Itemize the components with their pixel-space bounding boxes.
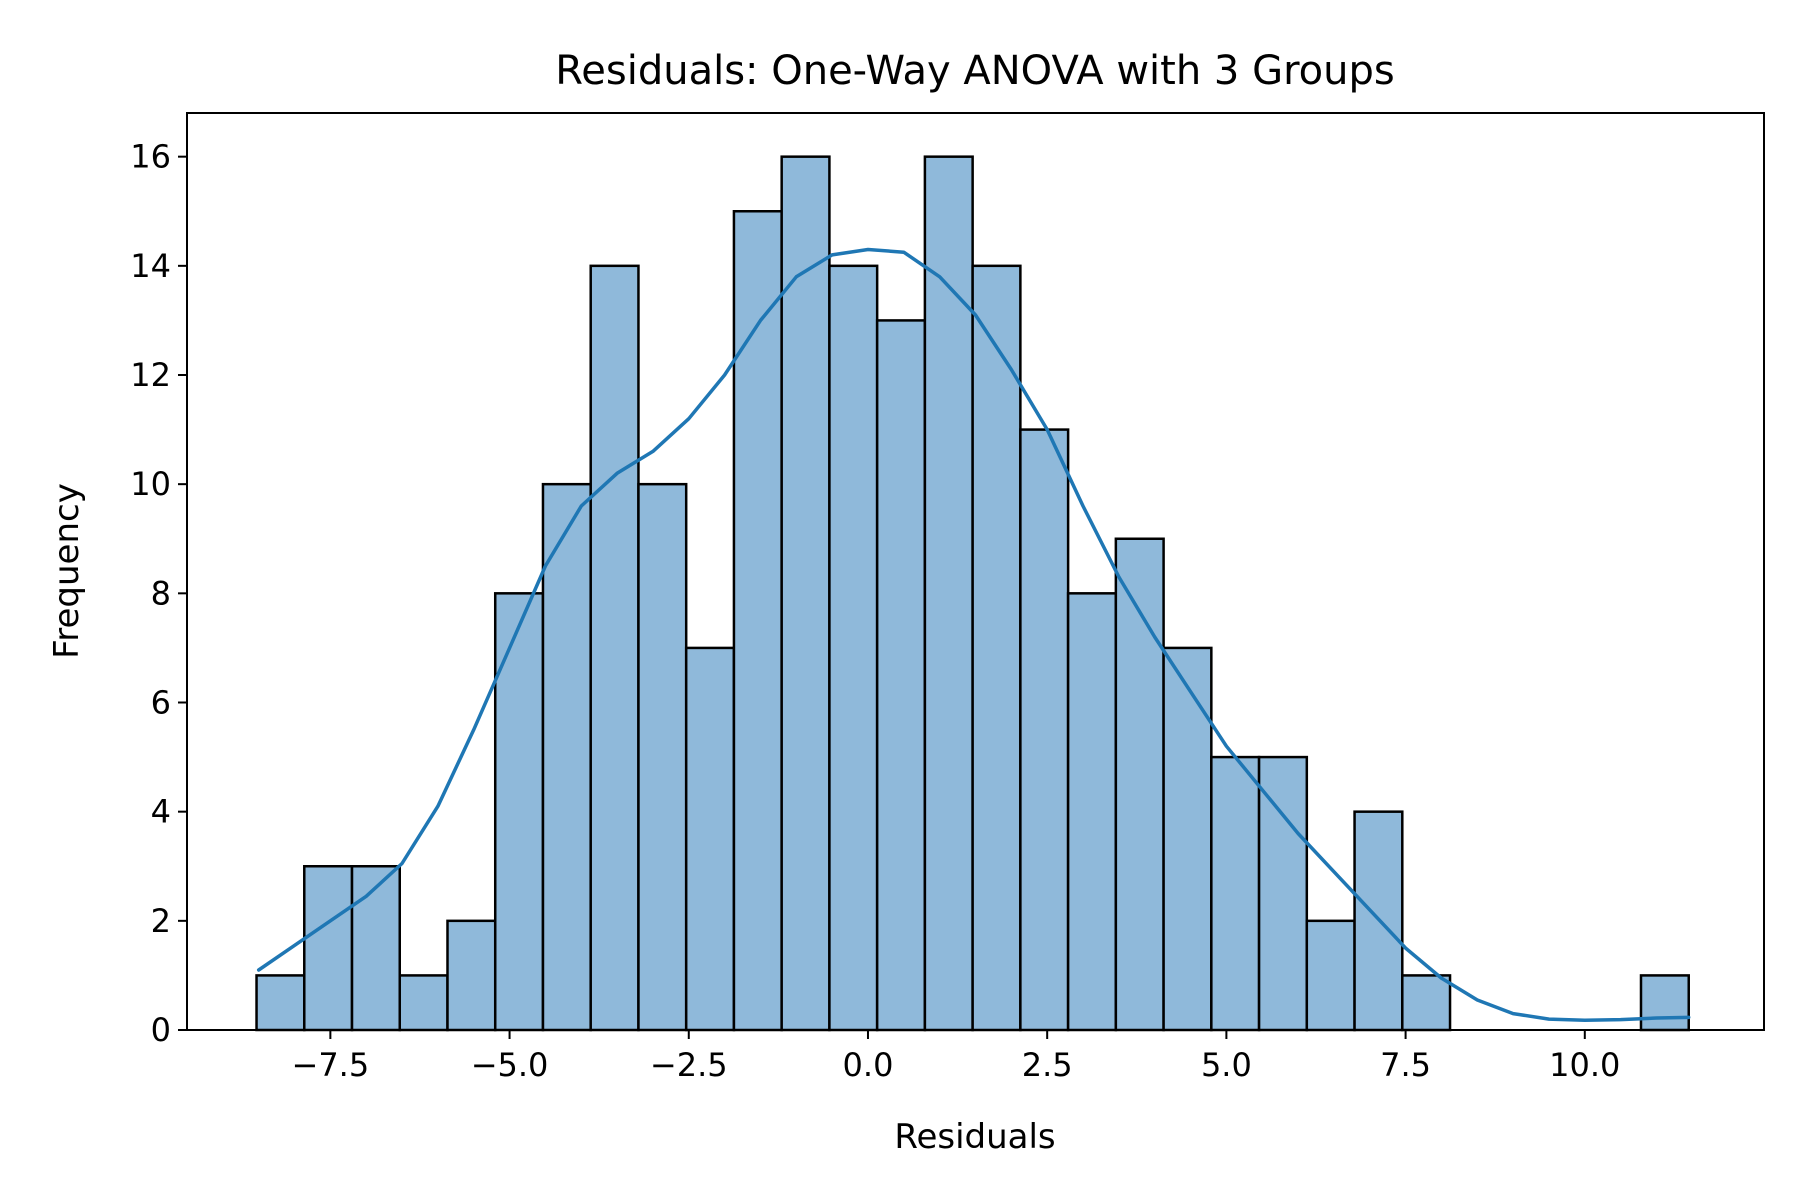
x-tick-label: 5.0 bbox=[1201, 1046, 1252, 1084]
histogram-bar bbox=[637, 482, 688, 1032]
y-tick-label: 8 bbox=[151, 574, 171, 612]
histogram-bar bbox=[732, 210, 783, 1032]
x-tick-label: −7.5 bbox=[292, 1046, 370, 1084]
histogram-bar bbox=[1066, 592, 1118, 1032]
histogram-bar bbox=[1639, 974, 1690, 1032]
y-tick-label: 4 bbox=[151, 793, 171, 831]
histogram-bar bbox=[828, 264, 879, 1032]
x-axis-ticks: −7.5 −5.0 −2.5 0.0 2.5 5.0 7.5 10.0 bbox=[292, 1030, 1620, 1084]
x-tick-label: −2.5 bbox=[650, 1046, 728, 1084]
histogram-bar bbox=[303, 865, 354, 1032]
histogram-bar bbox=[1401, 974, 1452, 1032]
x-tick-label: 0.0 bbox=[843, 1046, 894, 1084]
histogram-bars bbox=[255, 155, 1690, 1032]
histogram-bar bbox=[398, 974, 449, 1032]
histogram-bar bbox=[875, 319, 927, 1032]
y-tick-label: 12 bbox=[130, 356, 171, 394]
kde-curve bbox=[256, 247, 1691, 1022]
y-tick-label: 10 bbox=[130, 465, 171, 503]
histogram-bar bbox=[446, 919, 497, 1032]
histogram-bar bbox=[541, 482, 592, 1032]
histogram-bar bbox=[780, 155, 831, 1032]
kde-curve-group bbox=[256, 247, 1691, 1022]
histogram-bar bbox=[1019, 428, 1070, 1032]
y-tick-label: 6 bbox=[151, 684, 171, 722]
histogram-bar bbox=[493, 592, 545, 1032]
histogram-bar bbox=[255, 974, 306, 1032]
histogram-bar bbox=[1305, 919, 1356, 1032]
histogram-bar bbox=[1114, 537, 1165, 1032]
histogram-bar bbox=[1257, 755, 1309, 1032]
histogram-bar bbox=[589, 264, 640, 1032]
y-tick-label: 2 bbox=[151, 902, 171, 940]
y-tick-label: 14 bbox=[130, 247, 171, 285]
y-axis-label: Frequency bbox=[47, 483, 87, 659]
y-tick-label: 16 bbox=[130, 138, 171, 176]
x-tick-label: 10.0 bbox=[1549, 1046, 1620, 1084]
histogram-bar bbox=[684, 646, 736, 1032]
y-axis-ticks: 0 2 4 6 8 10 12 14 16 bbox=[130, 138, 187, 1049]
plot-frame bbox=[186, 112, 1765, 1031]
histogram-bar bbox=[1210, 755, 1261, 1032]
y-tick-label: 0 bbox=[151, 1011, 171, 1049]
x-tick-label: 7.5 bbox=[1380, 1046, 1431, 1084]
x-tick-label: 2.5 bbox=[1022, 1046, 1073, 1084]
chart-title: Residuals: One-Way ANOVA with 3 Groups bbox=[555, 48, 1394, 94]
histogram-bar bbox=[1162, 646, 1213, 1032]
histogram-bar bbox=[350, 865, 402, 1032]
histogram-bar bbox=[971, 264, 1022, 1032]
x-tick-label: −5.0 bbox=[471, 1046, 549, 1084]
x-axis-label: Residuals bbox=[894, 1117, 1055, 1157]
